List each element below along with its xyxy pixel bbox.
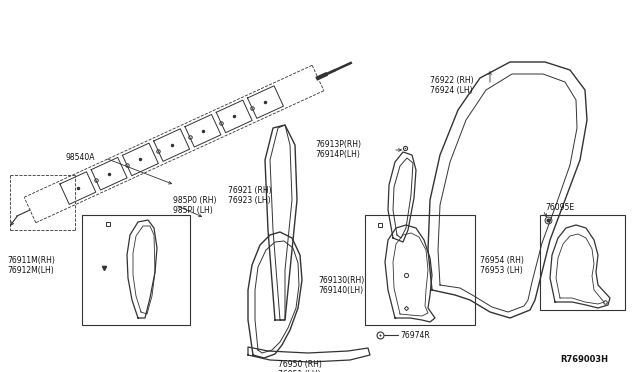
Text: 76951 (LH): 76951 (LH) bbox=[278, 369, 321, 372]
Text: 985P0 (RH): 985P0 (RH) bbox=[173, 196, 216, 205]
Text: 76923 (LH): 76923 (LH) bbox=[228, 196, 271, 205]
Bar bbox=[365, 215, 475, 325]
Text: 76954 (RH): 76954 (RH) bbox=[480, 257, 524, 266]
Text: 76950 (RH): 76950 (RH) bbox=[278, 359, 322, 369]
Text: 769130(RH): 769130(RH) bbox=[318, 276, 364, 285]
Bar bbox=[82, 215, 190, 325]
Text: 76953 (LH): 76953 (LH) bbox=[480, 266, 523, 276]
Text: R769003H: R769003H bbox=[560, 356, 608, 365]
Bar bbox=[540, 215, 625, 310]
Text: 76974R: 76974R bbox=[400, 330, 429, 340]
Text: 76924 (LH): 76924 (LH) bbox=[430, 87, 472, 96]
Text: 76922 (RH): 76922 (RH) bbox=[430, 77, 474, 86]
Text: 76095E: 76095E bbox=[545, 202, 574, 212]
Text: 76912M(LH): 76912M(LH) bbox=[7, 266, 54, 276]
Text: 98540A: 98540A bbox=[65, 154, 95, 163]
Text: 76914P(LH): 76914P(LH) bbox=[315, 150, 360, 158]
Text: 769140(LH): 769140(LH) bbox=[318, 286, 363, 295]
Text: 76921 (RH): 76921 (RH) bbox=[228, 186, 271, 195]
Text: 76911M(RH): 76911M(RH) bbox=[7, 257, 55, 266]
Text: 76913P(RH): 76913P(RH) bbox=[315, 140, 361, 148]
Text: 985PI (LH): 985PI (LH) bbox=[173, 206, 212, 215]
